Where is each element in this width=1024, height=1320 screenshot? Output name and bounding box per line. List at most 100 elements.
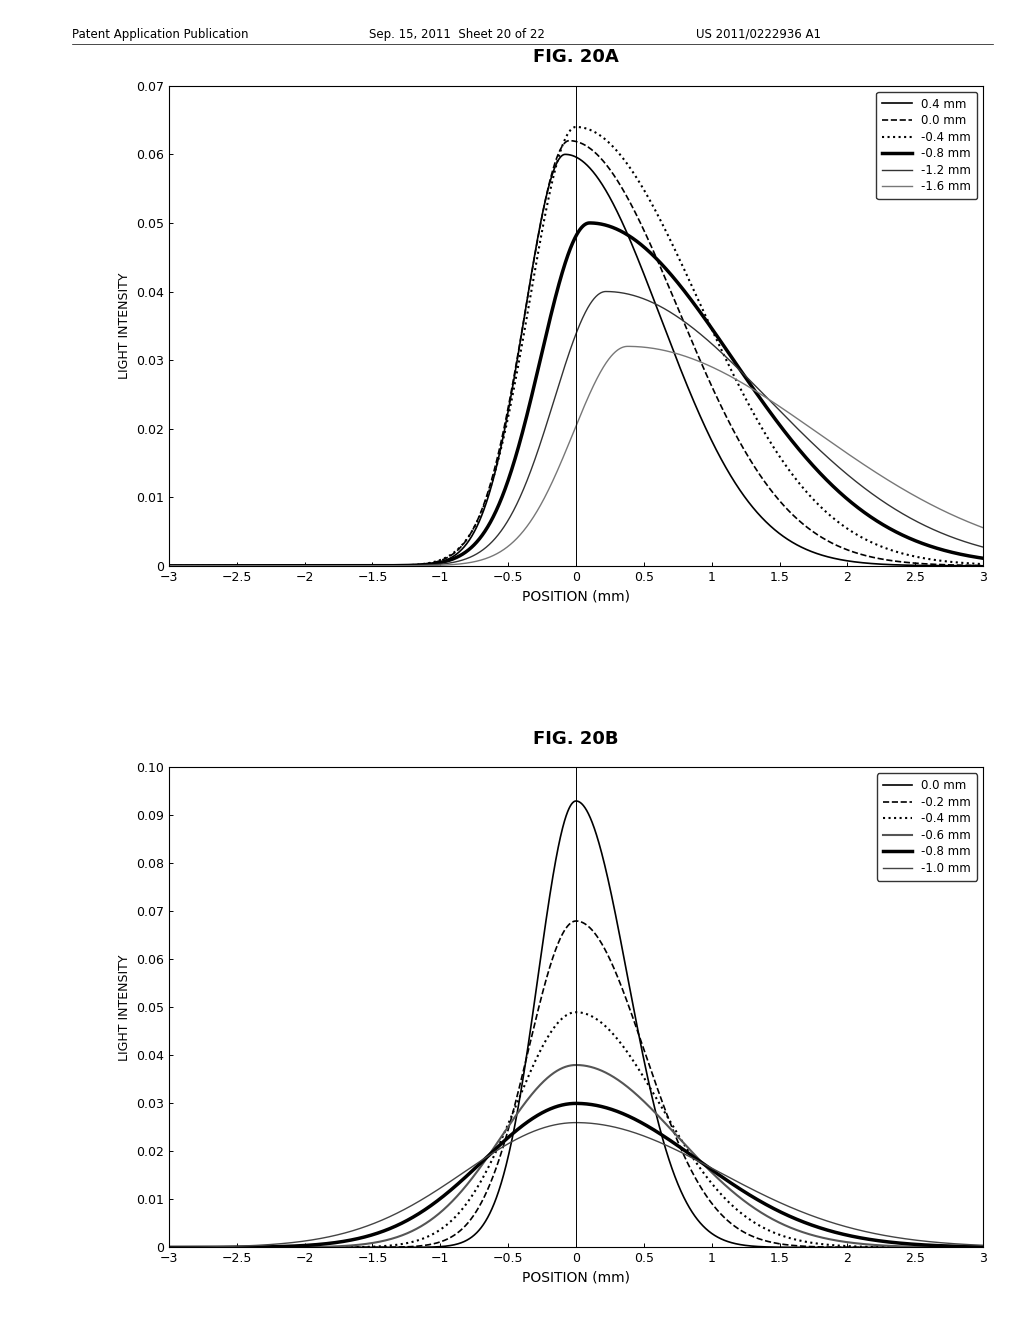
-0.4 mm: [962, 556, 974, 572]
-1.2 mm: [475, 543, 487, 558]
0.0 mm: [570, 793, 583, 809]
-1.0 mm: [570, 1114, 583, 1130]
-0.4 mm: [475, 1173, 487, 1189]
-0.2 mm: [163, 1239, 175, 1255]
0.0 mm: [163, 1239, 175, 1255]
0.0 mm: [256, 558, 268, 574]
Line: 0.0 mm: 0.0 mm: [169, 801, 983, 1247]
-1.2 mm: [962, 535, 974, 550]
0.0 mm: [962, 557, 974, 573]
-1.2 mm: [600, 284, 612, 300]
-0.6 mm: [475, 1158, 487, 1173]
-1.0 mm: [962, 1237, 974, 1253]
0.4 mm: [256, 558, 268, 574]
Line: -1.6 mm: -1.6 mm: [169, 346, 983, 566]
-0.2 mm: [962, 1239, 974, 1255]
-1.0 mm: [163, 1239, 175, 1255]
-0.4 mm: [163, 1239, 175, 1255]
0.0 mm: [475, 1220, 487, 1236]
-1.6 mm: [622, 338, 634, 354]
Line: -0.8 mm: -0.8 mm: [169, 1104, 983, 1247]
-0.6 mm: [304, 1239, 316, 1255]
Text: Patent Application Publication: Patent Application Publication: [72, 28, 248, 41]
0.0 mm: [304, 558, 316, 574]
-1.0 mm: [873, 1226, 886, 1242]
0.4 mm: [163, 558, 175, 574]
-0.8 mm: [304, 558, 316, 574]
-0.6 mm: [256, 1239, 268, 1255]
-1.6 mm: [163, 558, 175, 574]
-0.8 mm: [475, 1155, 487, 1171]
-0.8 mm: [304, 1237, 316, 1253]
-1.0 mm: [475, 1152, 487, 1168]
Line: -0.2 mm: -0.2 mm: [169, 921, 983, 1247]
-0.8 mm: [873, 515, 886, 531]
-1.6 mm: [977, 520, 989, 536]
-0.8 mm: [873, 1233, 886, 1249]
-0.2 mm: [510, 1090, 522, 1106]
0.0 mm: [977, 1239, 989, 1255]
-0.4 mm: [510, 1097, 522, 1113]
Text: US 2011/0222936 A1: US 2011/0222936 A1: [696, 28, 821, 41]
-0.8 mm: [962, 548, 974, 564]
-0.4 mm: [570, 1005, 583, 1020]
Text: FIG. 20A: FIG. 20A: [534, 48, 618, 66]
-0.4 mm: [977, 1239, 989, 1255]
-1.0 mm: [256, 1237, 268, 1253]
-1.2 mm: [510, 496, 522, 512]
-1.2 mm: [163, 558, 175, 574]
-1.6 mm: [475, 552, 487, 568]
Line: -0.8 mm: -0.8 mm: [169, 223, 983, 566]
-0.2 mm: [873, 1239, 886, 1255]
0.4 mm: [510, 356, 522, 372]
-0.6 mm: [570, 1057, 583, 1073]
0.0 mm: [563, 133, 575, 149]
-0.2 mm: [475, 1195, 487, 1210]
-1.0 mm: [510, 1131, 522, 1147]
-0.4 mm: [570, 119, 583, 135]
-0.4 mm: [873, 1239, 886, 1255]
-0.8 mm: [510, 1122, 522, 1138]
-0.8 mm: [570, 1096, 583, 1111]
-0.8 mm: [256, 1239, 268, 1255]
-0.4 mm: [510, 367, 522, 383]
-0.2 mm: [304, 1239, 316, 1255]
0.0 mm: [256, 1239, 268, 1255]
-0.2 mm: [256, 1239, 268, 1255]
Y-axis label: LIGHT INTENSITY: LIGHT INTENSITY: [118, 272, 130, 379]
Text: FIG. 20B: FIG. 20B: [534, 730, 618, 747]
Line: -0.4 mm: -0.4 mm: [169, 127, 983, 566]
0.4 mm: [475, 510, 487, 525]
-0.4 mm: [256, 558, 268, 574]
-1.6 mm: [510, 531, 522, 546]
-0.6 mm: [510, 1107, 522, 1123]
Text: Sep. 15, 2011  Sheet 20 of 22: Sep. 15, 2011 Sheet 20 of 22: [369, 28, 545, 41]
0.4 mm: [962, 558, 974, 574]
X-axis label: POSITION (mm): POSITION (mm): [522, 589, 630, 603]
-0.8 mm: [256, 558, 268, 574]
0.4 mm: [304, 558, 316, 574]
0.0 mm: [304, 1239, 316, 1255]
-0.8 mm: [977, 1239, 989, 1255]
0.0 mm: [510, 1109, 522, 1125]
-0.6 mm: [962, 1239, 974, 1255]
-0.4 mm: [873, 539, 886, 554]
0.0 mm: [962, 1239, 974, 1255]
-0.8 mm: [163, 558, 175, 574]
0.0 mm: [873, 550, 886, 566]
-0.6 mm: [163, 1239, 175, 1255]
-1.6 mm: [256, 558, 268, 574]
-1.2 mm: [256, 558, 268, 574]
-0.4 mm: [475, 506, 487, 521]
-0.8 mm: [510, 446, 522, 462]
-0.4 mm: [962, 1239, 974, 1255]
-0.4 mm: [304, 1239, 316, 1255]
0.4 mm: [559, 147, 571, 162]
Line: 0.0 mm: 0.0 mm: [169, 141, 983, 566]
-1.0 mm: [304, 1233, 316, 1249]
Legend: 0.0 mm, -0.2 mm, -0.4 mm, -0.6 mm, -0.8 mm, -1.0 mm: 0.0 mm, -0.2 mm, -0.4 mm, -0.6 mm, -0.8 …: [877, 774, 977, 880]
-1.6 mm: [304, 558, 316, 574]
0.0 mm: [510, 355, 522, 371]
-1.2 mm: [304, 558, 316, 574]
0.4 mm: [977, 558, 989, 574]
